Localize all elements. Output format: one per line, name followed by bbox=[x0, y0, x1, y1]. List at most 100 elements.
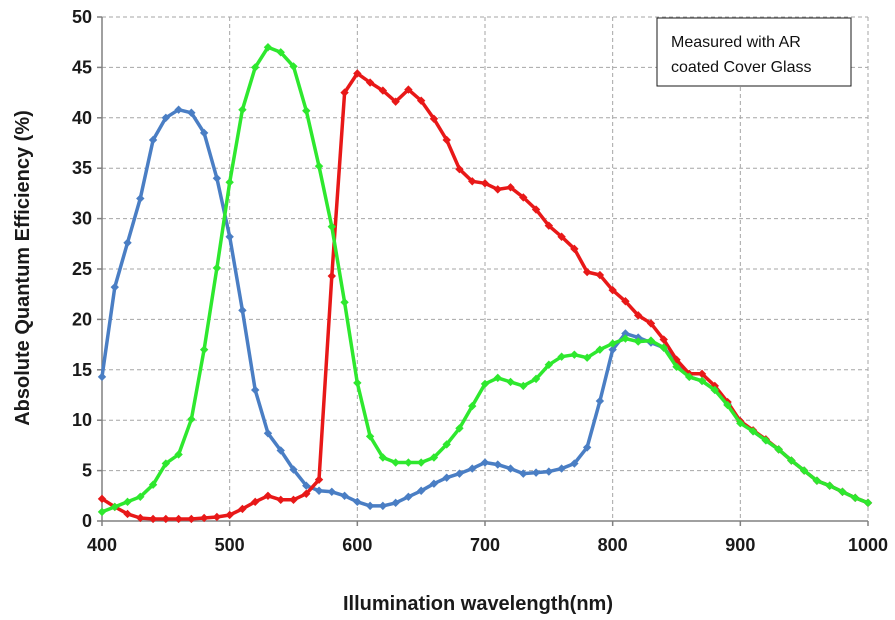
data-point bbox=[97, 372, 107, 382]
data-point bbox=[276, 495, 285, 505]
data-point bbox=[302, 106, 311, 115]
data-point bbox=[608, 345, 617, 354]
data-point bbox=[442, 473, 451, 482]
data-point bbox=[353, 69, 362, 78]
annotation-line-1: Measured with AR bbox=[671, 34, 801, 51]
data-point bbox=[416, 486, 426, 495]
y-tick-label: 30 bbox=[72, 209, 92, 229]
y-tick-label: 25 bbox=[72, 259, 92, 279]
data-point bbox=[365, 432, 375, 441]
data-point bbox=[212, 512, 222, 522]
data-point bbox=[582, 267, 592, 277]
y-tick-label: 5 bbox=[82, 461, 92, 481]
data-point bbox=[468, 401, 477, 411]
data-point bbox=[506, 183, 515, 192]
data-point bbox=[123, 497, 132, 507]
data-point bbox=[774, 445, 783, 454]
data-point bbox=[416, 96, 426, 105]
x-tick-label: 400 bbox=[87, 535, 117, 555]
axes bbox=[97, 16, 869, 526]
data-point bbox=[340, 491, 349, 500]
data-point bbox=[378, 86, 388, 95]
data-point bbox=[480, 379, 490, 389]
data-point bbox=[442, 440, 451, 449]
data-point bbox=[595, 396, 605, 406]
x-axis-title: Illumination wavelength(nm) bbox=[343, 593, 613, 615]
x-tick-label: 900 bbox=[725, 535, 755, 555]
data-point bbox=[136, 492, 145, 502]
data-point bbox=[199, 128, 209, 138]
data-point bbox=[148, 135, 158, 145]
y-tick-label: 15 bbox=[72, 360, 92, 380]
data-point bbox=[251, 63, 260, 72]
data-point bbox=[455, 469, 464, 478]
data-point bbox=[123, 509, 132, 519]
data-point bbox=[123, 238, 132, 247]
data-point bbox=[404, 85, 413, 94]
data-point bbox=[480, 179, 490, 188]
data-point bbox=[199, 513, 209, 523]
data-point bbox=[429, 453, 439, 462]
data-point bbox=[251, 497, 260, 507]
data-point bbox=[685, 372, 694, 382]
data-point bbox=[110, 282, 119, 292]
data-point bbox=[659, 335, 668, 344]
data-point bbox=[621, 329, 630, 338]
x-tick-label: 600 bbox=[342, 535, 372, 555]
data-point bbox=[748, 427, 758, 436]
data-point bbox=[238, 306, 247, 315]
data-point bbox=[570, 244, 579, 254]
data-point bbox=[327, 487, 336, 496]
data-point bbox=[314, 475, 324, 484]
data-point bbox=[161, 113, 171, 122]
data-point bbox=[404, 458, 413, 467]
data-point bbox=[557, 464, 566, 473]
data-point bbox=[493, 460, 502, 469]
data-point bbox=[378, 453, 388, 462]
data-point bbox=[544, 221, 554, 230]
data-point bbox=[263, 43, 273, 52]
x-tick-label: 500 bbox=[215, 535, 245, 555]
x-tick-label: 1000 bbox=[848, 535, 888, 555]
data-point bbox=[327, 271, 336, 281]
data-point bbox=[378, 501, 388, 511]
data-point bbox=[557, 352, 566, 361]
data-point bbox=[544, 360, 554, 369]
y-axis-title: Absolute Quantum Efficiency (%) bbox=[12, 110, 34, 426]
data-point bbox=[468, 464, 477, 473]
data-point bbox=[480, 458, 490, 467]
data-point bbox=[506, 464, 515, 473]
data-point bbox=[646, 319, 656, 328]
data-point bbox=[634, 311, 643, 320]
data-point bbox=[238, 105, 247, 114]
data-point bbox=[851, 493, 860, 503]
data-point bbox=[302, 481, 311, 490]
data-point bbox=[493, 373, 502, 383]
data-point bbox=[710, 385, 719, 395]
data-point bbox=[723, 400, 732, 410]
data-point bbox=[289, 62, 298, 71]
y-tick-label: 0 bbox=[82, 511, 92, 531]
data-point bbox=[340, 298, 349, 307]
data-point bbox=[353, 378, 362, 388]
data-point bbox=[519, 381, 528, 391]
data-point bbox=[761, 436, 771, 445]
data-point bbox=[174, 514, 183, 524]
data-point bbox=[736, 419, 745, 428]
data-point bbox=[595, 345, 605, 354]
data-point bbox=[174, 105, 183, 114]
data-point bbox=[136, 194, 145, 203]
data-point bbox=[187, 514, 196, 524]
y-tick-label: 45 bbox=[72, 57, 92, 77]
data-point bbox=[825, 481, 834, 490]
data-point bbox=[136, 513, 145, 523]
data-point bbox=[263, 491, 273, 500]
data-point bbox=[531, 468, 541, 477]
data-point bbox=[251, 385, 260, 395]
data-point bbox=[97, 507, 107, 517]
data-point bbox=[148, 514, 158, 524]
data-point bbox=[544, 467, 554, 476]
data-point bbox=[493, 185, 502, 194]
y-tick-label: 20 bbox=[72, 309, 92, 329]
